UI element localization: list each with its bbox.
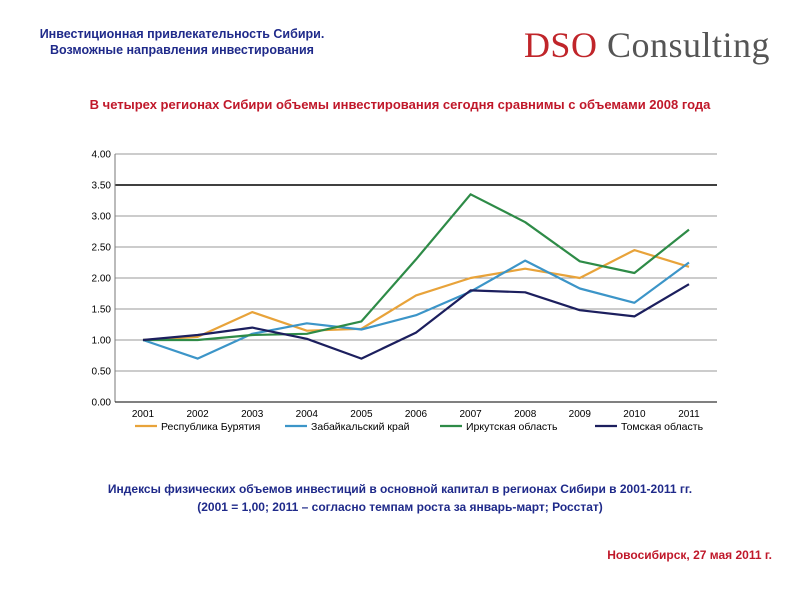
x-tick-label: 2004 <box>296 409 319 420</box>
caption-line1: Индексы физических объемов инвестиций в … <box>107 482 693 496</box>
y-tick-label: 2.50 <box>92 243 112 254</box>
slide-headline: В четырех регионах Сибири объемы инвести… <box>89 97 711 112</box>
x-tick-label: 2008 <box>514 409 537 420</box>
legend-label: Забайкальский край <box>311 421 410 433</box>
x-tick-label: 2009 <box>569 409 592 420</box>
x-tick-label: 2005 <box>350 409 373 420</box>
series-line-2 <box>143 193 690 342</box>
x-tick-label: 2007 <box>459 409 482 420</box>
x-tick-label: 2003 <box>241 409 264 420</box>
x-tick-label: 2006 <box>405 409 428 420</box>
x-tick-label: 2002 <box>186 409 209 420</box>
y-tick-label: 2.00 <box>92 274 112 285</box>
legend-label: Иркутская область <box>466 421 558 433</box>
footer-date: Новосибирск, 27 мая 2011 г. <box>607 548 772 562</box>
y-tick-label: 0.00 <box>92 398 112 409</box>
series-line-1 <box>142 259 690 360</box>
line-chart: 0.00 0.50 1.00 1.50 2.00 2.50 3.00 3.50 4.00 2001… <box>92 150 717 433</box>
chart-caption: Индексы физических объемов инвестиций в … <box>0 480 800 516</box>
company-logo: DSO Consulting <box>524 24 770 66</box>
y-tick-label: 3.50 <box>92 181 112 192</box>
x-tick-label: 2010 <box>623 409 646 420</box>
header-title-line1: Инвестиционная привлекательность Сибири. <box>39 27 325 41</box>
series-line-3 <box>142 283 690 360</box>
legend-label: Томская область <box>621 421 704 433</box>
logo-rest: Consulting <box>597 25 770 65</box>
series-line-0 <box>142 248 690 342</box>
y-tick-label: 0.50 <box>92 367 112 378</box>
y-tick-label: 3.00 <box>92 212 112 223</box>
y-tick-label: 1.50 <box>92 305 112 316</box>
y-tick-label: 4.00 <box>92 150 112 161</box>
header-title-line2: Возможные направления инвестирования <box>50 43 314 57</box>
y-tick-label: 1.00 <box>92 336 112 347</box>
logo-brand: DSO <box>523 25 598 65</box>
caption-line2: (2001 = 1,00; 2011 – согласно темпам рос… <box>197 500 603 514</box>
x-tick-label: 2001 <box>132 409 155 420</box>
header-title: Инвестиционная привлекательность Сибири.… <box>22 26 342 58</box>
x-tick-label: 2011 <box>678 409 700 420</box>
legend-label: Республика Бурятия <box>161 421 260 433</box>
